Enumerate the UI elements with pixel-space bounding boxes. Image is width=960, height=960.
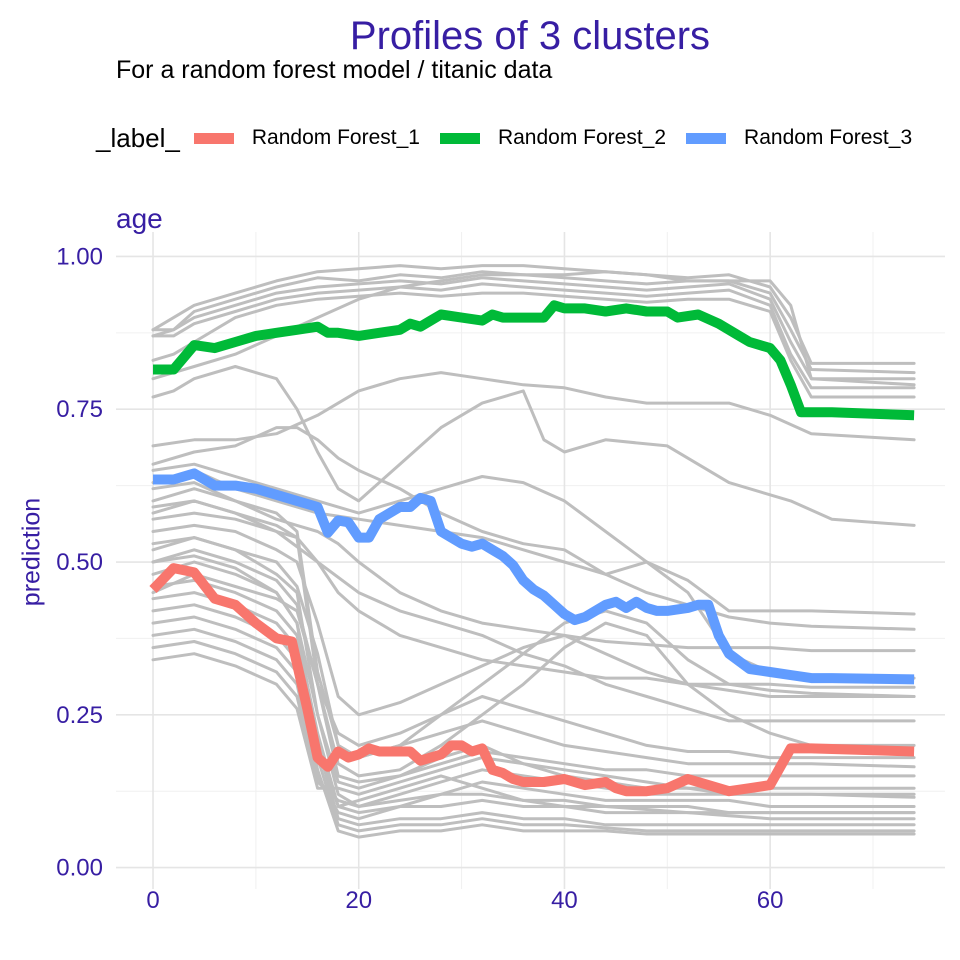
- legend-key-random-forest-2: [439, 132, 480, 144]
- background-profile-2: [151, 276, 916, 381]
- background-profile-26: [151, 554, 916, 815]
- legend-label-random-forest-3: Random Forest_3: [744, 126, 913, 149]
- legend-label-random-forest-1: Random Forest_1: [251, 126, 420, 149]
- chart-subtitle: For a random forest model / titanic data: [116, 56, 553, 84]
- axis-ticks: 0 20 40 60 0.00 0.25 0.50 0.75 1.00: [56, 243, 783, 914]
- legend-item-random-forest-1: Random Forest_1: [193, 126, 420, 150]
- legend-key-random-forest-1: [193, 132, 234, 144]
- background-profile-16: [151, 578, 916, 821]
- y-tick-label-0: 0.00: [56, 855, 103, 882]
- background-profile-19: [151, 615, 916, 839]
- series-line-2: [153, 300, 915, 421]
- background-profile-11: [151, 511, 916, 689]
- cluster-profiles: [149, 300, 915, 797]
- background-profile-9: [151, 468, 916, 631]
- background-profile-13: [151, 536, 916, 760]
- background-profile-3: [151, 282, 916, 390]
- background-profile-29: [151, 499, 916, 723]
- background-profile-7: [151, 371, 916, 448]
- background-profile-24: [151, 481, 916, 769]
- series-line-1: [149, 563, 915, 797]
- chart-title: Profiles of 3 clusters: [349, 14, 711, 58]
- x-tick-label-0: 0: [146, 887, 159, 914]
- background-profile-8: [151, 426, 916, 616]
- background-profile-17: [151, 591, 916, 827]
- x-tick-label-3: 60: [757, 887, 784, 914]
- background-profile-1: [151, 270, 916, 375]
- legend-item-random-forest-2: Random Forest_2: [439, 126, 667, 150]
- series-line-3: [153, 468, 915, 685]
- background-profile-4: [151, 291, 916, 399]
- x-tick-label-2: 40: [551, 887, 578, 914]
- legend: _label_ Random Forest_1 Random Forest_2 …: [96, 120, 932, 156]
- background-profile-6: [151, 365, 916, 527]
- panel-label: age: [116, 203, 163, 234]
- background-profile-14: [151, 548, 916, 778]
- y-tick-label-1: 0.25: [56, 702, 103, 729]
- y-tick-label-2: 0.50: [56, 549, 103, 576]
- legend-item-random-forest-3: Random Forest_3: [686, 126, 912, 150]
- x-tick-label-1: 20: [345, 887, 372, 914]
- legend-key-random-forest-3: [686, 132, 727, 144]
- legend-label-random-forest-2: Random Forest_2: [497, 126, 667, 149]
- background-profile-25: [151, 572, 916, 760]
- background-profile-23: [151, 499, 916, 784]
- background-profile-20: [151, 627, 916, 821]
- y-tick-label-4: 1.00: [56, 243, 103, 270]
- background-profile-12: [151, 523, 916, 717]
- background-profiles: [151, 264, 916, 839]
- background-profile-0: [151, 264, 916, 365]
- legend-title: _label_: [96, 122, 180, 153]
- y-tick-label-3: 0.75: [56, 396, 103, 423]
